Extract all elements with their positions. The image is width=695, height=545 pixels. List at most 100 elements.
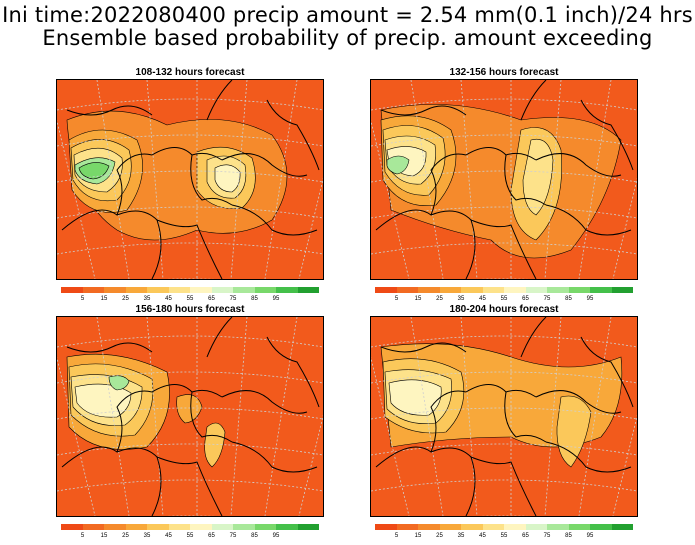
legend-swatch [61, 287, 83, 293]
legend-swatch [147, 524, 169, 530]
legend-swatch [211, 524, 233, 530]
border-line [156, 219, 223, 279]
latitude-line [371, 98, 637, 111]
legend-swatch [276, 287, 298, 293]
probability-map [56, 316, 324, 517]
legend-swatch [504, 287, 526, 293]
legend-label: 5 [80, 533, 85, 539]
legend-label: 45 [165, 533, 172, 539]
border-line [190, 154, 233, 206]
panel-title: 180-204 hours forecast [449, 304, 559, 315]
latitude-line [371, 371, 637, 384]
legend-label: 75 [543, 533, 551, 539]
legend-label: 15 [100, 296, 108, 302]
legend-swatch [525, 287, 547, 293]
latitude-line [371, 335, 637, 348]
border-line [116, 153, 153, 216]
legend-swatch [276, 524, 298, 530]
legend-color-bar [375, 287, 633, 293]
legend-label: 5 [394, 296, 399, 302]
legend-swatch [375, 524, 397, 530]
border-line [380, 342, 467, 353]
legend-swatch [439, 287, 461, 293]
latitude-line [371, 407, 637, 420]
legend-swatch [104, 287, 126, 293]
border-line [470, 219, 537, 279]
legend-swatch [104, 524, 126, 530]
legend-swatch [125, 287, 147, 293]
border-line [535, 390, 622, 414]
legend-label: 55 [186, 533, 194, 539]
graticule [57, 80, 323, 279]
legend-label: 45 [479, 533, 486, 539]
legend-swatch [547, 287, 569, 293]
legend-label: 25 [436, 296, 443, 302]
probability-map [56, 79, 324, 280]
map-svg [57, 317, 323, 516]
legend-label: 45 [165, 296, 172, 302]
panel-title: 108-132 hours forecast [135, 67, 245, 78]
border-line [66, 105, 153, 116]
legend-swatch [297, 287, 319, 293]
longitude-line [230, 317, 248, 516]
border-line [535, 153, 622, 177]
border-line [266, 99, 320, 171]
probability-map [370, 316, 638, 517]
border-line [430, 153, 467, 216]
legend-label: 25 [122, 533, 129, 539]
legend-label: 35 [457, 296, 465, 302]
border-line [221, 390, 308, 414]
legend-swatch [375, 287, 397, 293]
legend-swatch [590, 287, 612, 293]
legend-label: 95 [272, 533, 280, 539]
legend-label: 85 [251, 296, 258, 302]
map-svg [57, 80, 323, 279]
panel-title: 132-156 hours forecast [449, 67, 559, 78]
legend-label: 65 [522, 533, 529, 539]
legend-label: 5 [80, 296, 85, 302]
legend-swatch [504, 524, 526, 530]
country-borders [61, 80, 320, 279]
latitude-line [57, 242, 323, 255]
country-borders [375, 317, 634, 516]
legend-label: 15 [414, 533, 422, 539]
legend-label: 75 [229, 533, 237, 539]
legend-label: 5 [394, 533, 399, 539]
probability-contour-region [386, 155, 410, 175]
legend-label: 75 [543, 296, 551, 302]
latitude-line [57, 479, 323, 492]
border-line [61, 209, 162, 279]
legend-label: 55 [186, 296, 194, 302]
border-line [520, 80, 547, 121]
legend-swatch [211, 287, 233, 293]
legend-label: 95 [586, 533, 594, 539]
legend-swatch [190, 524, 212, 530]
probability-contour-region [388, 379, 442, 416]
legend-label: 65 [522, 296, 529, 302]
legend-label: 15 [414, 296, 422, 302]
country-borders [375, 80, 634, 279]
legend-label: 15 [100, 533, 108, 539]
probability-contour-region [204, 422, 226, 468]
probability-contour-region [176, 394, 203, 424]
legend-swatch [590, 524, 612, 530]
border-line [116, 390, 153, 453]
main-title-line-1: Ini time:2022080400 precip amount = 2.54… [2, 3, 693, 27]
color-legend: 5 15 25 35 45 55 65 75 85 95 [375, 524, 633, 540]
latitude-line [371, 170, 637, 183]
latitude-line [57, 443, 323, 456]
legend-swatch [611, 524, 633, 530]
border-line [221, 153, 308, 177]
color-legend: 5 15 25 35 45 55 65 75 85 95 [61, 524, 319, 540]
latitude-line [57, 98, 323, 111]
legend-swatch [168, 524, 190, 530]
legend-swatch [233, 524, 255, 530]
legend-label: 25 [122, 296, 129, 302]
probability-contour-region [74, 383, 132, 418]
longitude-line [544, 80, 562, 279]
legend-label: 65 [208, 533, 215, 539]
legend-swatch [525, 524, 547, 530]
border-line [545, 204, 632, 236]
legend-label: 85 [565, 296, 572, 302]
border-line [206, 317, 233, 358]
